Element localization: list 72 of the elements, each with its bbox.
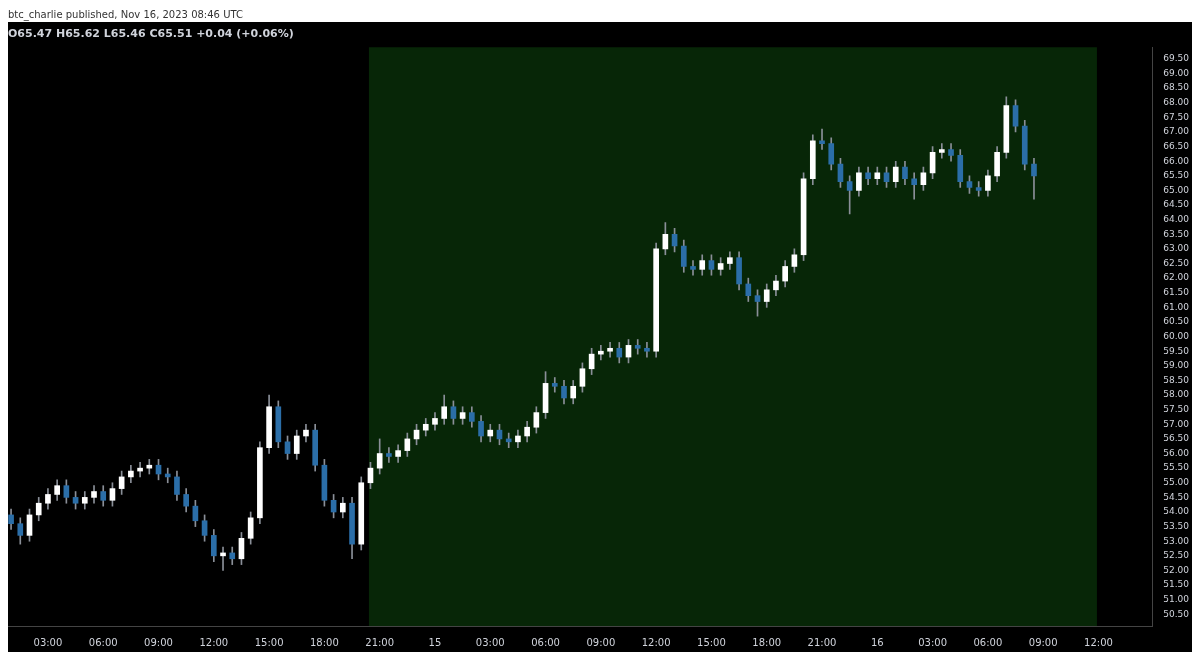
y-tick-label: 58.00 [1163, 389, 1190, 400]
candlestick [137, 461, 143, 478]
y-tick-label: 52.50 [1163, 550, 1190, 561]
y-tick-label: 67.00 [1163, 126, 1190, 137]
y-tick-label: 59.50 [1163, 345, 1190, 356]
y-tick-label: 56.50 [1163, 433, 1190, 444]
x-tick-label: 06:00 [88, 636, 118, 648]
x-tick-label: 15:00 [254, 636, 284, 648]
y-tick-label: 52.00 [1163, 564, 1190, 575]
x-tick-label: 18:00 [752, 636, 782, 648]
x-tick-label: 18:00 [309, 636, 339, 648]
candlestick [220, 546, 226, 571]
candlestick [690, 260, 696, 276]
y-tick-label: 51.00 [1163, 594, 1190, 605]
x-tick-label: 15 [428, 636, 442, 648]
y-tick-label: 60.50 [1163, 316, 1190, 327]
candlestick [146, 459, 153, 475]
y-tick-label: 53.00 [1163, 535, 1190, 546]
candlestick [386, 447, 392, 463]
x-tick-label: 12:00 [199, 636, 229, 648]
chart-title: O65.47 H65.62 L65.46 C65.51 +0.04 (+0.06%) [8, 27, 294, 41]
y-tick-label: 51.50 [1163, 579, 1190, 590]
candlestick [819, 128, 825, 150]
y-tick-label: 69.50 [1163, 53, 1190, 64]
y-tick-label: 69.00 [1163, 67, 1190, 78]
y-tick-label: 62.00 [1163, 272, 1190, 283]
y-tick-label: 67.50 [1163, 111, 1190, 122]
y-tick-label: 65.00 [1163, 184, 1190, 195]
x-tick-label: 09:00 [586, 636, 616, 648]
x-tick-label: 06:00 [531, 636, 560, 648]
y-tick-label: 63.00 [1163, 243, 1190, 254]
x-tick-label: 16 [870, 636, 884, 648]
y-tick-label: 56.00 [1163, 447, 1190, 458]
y-tick-label: 53.50 [1163, 520, 1190, 531]
y-tick-label: 61.00 [1163, 301, 1190, 312]
candlestick [505, 432, 512, 449]
x-tick-label: 03:00 [475, 636, 505, 648]
x-tick-label: 21:00 [365, 636, 395, 648]
y-tick-label: 64.50 [1163, 199, 1190, 210]
x-tick-label: 15:00 [697, 636, 726, 648]
y-tick-label: 50.50 [1163, 608, 1190, 619]
candlestick [975, 181, 982, 197]
y-tick-label: 54.50 [1163, 491, 1190, 502]
y-tick-label: 54.00 [1163, 506, 1190, 517]
y-tick-label: 66.00 [1163, 155, 1190, 166]
y-tick-label: 66.50 [1163, 140, 1190, 151]
candlestick [938, 143, 945, 159]
y-tick-label: 61.50 [1163, 287, 1190, 298]
y-tick-label: 59.00 [1163, 360, 1190, 371]
x-tick-label: 09:00 [1028, 636, 1058, 648]
x-tick-label: 03:00 [33, 636, 63, 648]
y-tick-label: 62.50 [1163, 257, 1190, 268]
candlestick [598, 345, 604, 361]
y-tick-label: 57.00 [1163, 418, 1190, 429]
y-tick-label: 60.00 [1163, 330, 1190, 341]
candlestick [164, 467, 171, 484]
x-tick-label: 06:00 [973, 636, 1003, 648]
text: btc_charlie published, Nov 16, 2023 08:46 UTC [8, 8, 244, 22]
y-tick-label: 68.50 [1163, 82, 1190, 93]
x-tick-label: 09:00 [144, 636, 173, 648]
x-tick-label: 12:00 [1084, 636, 1113, 648]
y-tick-label: 58.50 [1163, 374, 1190, 385]
y-tick-label: 64.00 [1163, 214, 1190, 225]
y-tick-label: 63.50 [1163, 228, 1190, 239]
x-tick-label: 21:00 [807, 636, 837, 648]
x-tick-label: 03:00 [918, 636, 948, 648]
y-tick-label: 57.50 [1163, 404, 1190, 415]
x-tick-label: 12:00 [641, 636, 671, 648]
y-tick-label: 65.50 [1163, 170, 1190, 181]
y-tick-label: 68.00 [1163, 97, 1190, 108]
y-tick-label: 55.00 [1163, 477, 1190, 488]
y-tick-label: 55.50 [1163, 462, 1190, 473]
